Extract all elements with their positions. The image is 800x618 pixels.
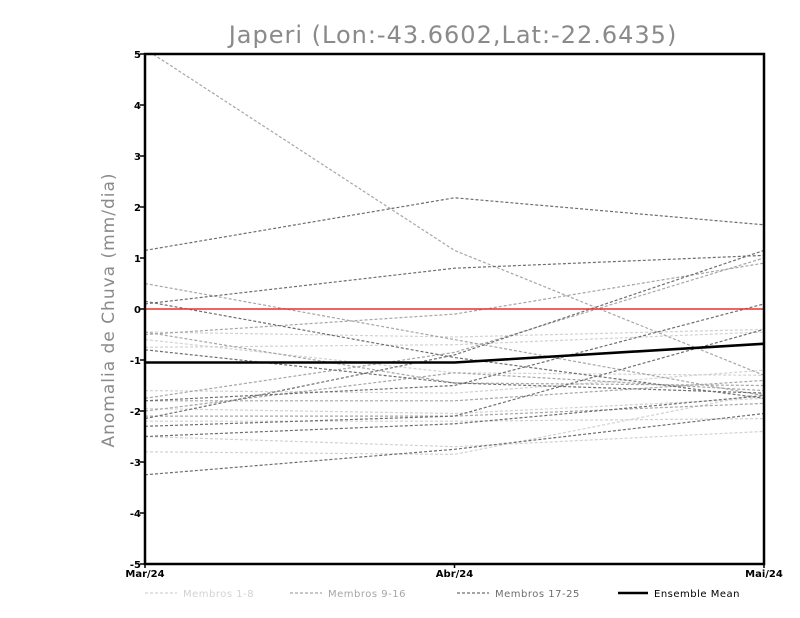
series-line-m12 — [145, 257, 764, 399]
series-line-m13 — [145, 372, 764, 412]
plot-border — [143, 52, 766, 566]
series-line-m1 — [145, 328, 764, 338]
y-tick-label: -4 — [130, 509, 141, 520]
series-line-m10 — [145, 282, 764, 397]
series-line-m4 — [145, 397, 764, 415]
series-line-m21 — [145, 249, 764, 420]
y-tick-label: 5 — [134, 50, 141, 61]
y-tick-label: 1 — [134, 254, 141, 265]
y-tick-label: -3 — [130, 458, 141, 469]
ensemble-mean-line — [145, 342, 764, 364]
series-line-m20 — [145, 349, 764, 394]
legend-label: Ensemble Mean — [654, 589, 740, 600]
series-line-m6 — [145, 430, 764, 448]
legend-label: Membros 1-8 — [183, 589, 254, 600]
series-line-m15 — [145, 379, 764, 402]
y-tick-label: 4 — [134, 101, 141, 112]
y-tick-label: -2 — [130, 407, 141, 418]
series-line-m17 — [145, 197, 764, 251]
series-line-m2 — [145, 331, 764, 348]
series-line-m5 — [145, 418, 764, 422]
y-tick-label: 0 — [134, 305, 141, 316]
series-line-m18 — [145, 254, 764, 305]
y-tick-label: 2 — [134, 203, 141, 214]
series-line-m16 — [145, 402, 764, 417]
series-line-m3 — [145, 369, 764, 394]
series-line-m19 — [145, 300, 764, 399]
series-line-m8 — [145, 339, 764, 376]
y-tick-label: -5 — [130, 560, 141, 571]
series-line-m11 — [145, 262, 764, 336]
legend-label: Membros 9-16 — [328, 589, 406, 600]
chart-title: Japeri (Lon:-43.6602,Lat:-22.6435) — [227, 21, 678, 49]
x-tick-label: Mar/24 — [125, 569, 164, 580]
y-tick-label: -1 — [130, 356, 141, 367]
series-line-m25 — [145, 412, 764, 476]
y-tick-label: 3 — [134, 152, 141, 163]
legend-label: Membros 17-25 — [495, 589, 580, 600]
series-line-m9 — [151, 54, 764, 376]
plot-area — [145, 54, 764, 476]
x-tick-label: Abr/24 — [436, 569, 473, 580]
plot-frame — [143, 52, 766, 566]
x-tick-label: Mai/24 — [745, 569, 783, 580]
series-line-m24 — [145, 395, 764, 438]
legend: Membros 1-8 Membros 9-16 Membros 17-25 Ense… — [145, 589, 740, 600]
y-axis-label: Anomalia de Chuva (mm/dia) — [99, 172, 119, 447]
